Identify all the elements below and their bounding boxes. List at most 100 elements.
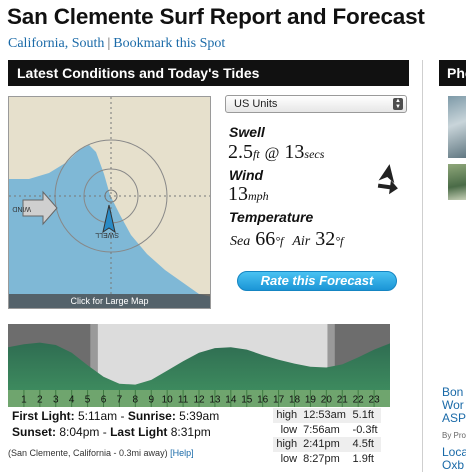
bookmark-link[interactable]: Bookmark this Spot xyxy=(113,36,226,51)
wind-value: 13mph xyxy=(228,183,269,206)
tide-row: low 7:56am -0.3ft xyxy=(273,423,381,438)
tide-height: 5.1ft xyxy=(349,408,381,423)
map-label-swell: SWELL xyxy=(95,231,119,238)
conditions-header: Latest Conditions and Today's Tides xyxy=(8,60,409,86)
units-select[interactable]: US Units ▲ ▼ xyxy=(225,95,407,113)
swell-value: 2.5ft @ 13secs xyxy=(228,141,324,164)
tide-time: 8:27pm xyxy=(303,452,340,465)
sunset-time: 8:04pm xyxy=(59,425,100,439)
sunset-line: Sunset: 8:04pm - Last Light 8:31pm xyxy=(12,425,211,439)
temperature-values: Sea 66°f Air 32°f xyxy=(230,228,343,251)
hour-label: 23 xyxy=(369,395,381,406)
tide-type: low xyxy=(280,452,298,465)
swell-period-unit: secs xyxy=(304,147,325,161)
rate-forecast-button[interactable]: Rate this Forecast xyxy=(237,271,397,291)
wind-direction-icon xyxy=(377,180,398,195)
photo-thumbnail[interactable] xyxy=(448,96,466,158)
region-link[interactable]: California, South xyxy=(8,36,105,51)
sea-temp: 66 xyxy=(255,228,276,250)
sunset-label: Sunset: xyxy=(12,425,57,439)
tide-location-text: (San Clemente, California - 0.3mi away) xyxy=(8,448,168,458)
wind-unit: mph xyxy=(248,189,269,203)
hour-label: 9 xyxy=(148,395,154,406)
breadcrumb-separator: | xyxy=(107,36,111,51)
tide-type: high xyxy=(273,437,301,452)
hour-label: 3 xyxy=(53,395,59,406)
twilight-band xyxy=(327,324,335,390)
tide-row: low 8:27pm 1.9ft xyxy=(273,452,381,467)
hour-label: 2 xyxy=(37,395,43,406)
hour-label: 5 xyxy=(85,395,91,406)
sidebar-news-link[interactable]: Loca Oxb xyxy=(442,446,466,472)
hour-label: 7 xyxy=(117,395,123,406)
breadcrumb: California, South | Bookmark this Spot xyxy=(8,36,225,52)
sidebar-link-line: Bon xyxy=(442,385,464,399)
wind-speed: 13 xyxy=(228,183,248,205)
sidebar-news-link[interactable]: Bon Wor ASP xyxy=(442,386,466,425)
wind-label: Wind xyxy=(229,167,264,183)
tide-table: high 12:53am 5.1ft low 7:56am -0.3ft high 2:41p… xyxy=(273,408,381,466)
twilight-band xyxy=(90,324,98,390)
air-temp: 32 xyxy=(315,228,336,250)
temperature-label: Temperature xyxy=(229,209,314,225)
sunrise-time: 5:39am xyxy=(179,409,220,423)
tide-time: 7:56am xyxy=(303,423,340,436)
sidebar-byline: By Pro xyxy=(442,431,466,440)
sidebar-link-line: ASP xyxy=(442,411,466,425)
hour-label: 1 xyxy=(21,395,27,406)
hour-label: 19 xyxy=(305,395,317,406)
photo-thumbnail[interactable] xyxy=(448,164,466,200)
air-label: Air xyxy=(292,234,311,249)
last-light-time: 8:31pm xyxy=(170,425,211,439)
first-light-line: First Light: 5:11am - Sunrise: 5:39am xyxy=(12,409,219,423)
units-select-value: US Units xyxy=(234,98,278,110)
hour-label: 4 xyxy=(69,395,75,406)
air-temp-unit: °f xyxy=(335,234,344,248)
map-graphic: WIND SWELL xyxy=(9,97,210,308)
sunrise-label: Sunrise: xyxy=(127,409,176,423)
wind-arrow-icon xyxy=(22,190,58,226)
sea-temp-unit: °f xyxy=(275,234,284,248)
tide-height: 1.9ft xyxy=(352,452,374,465)
page-title: San Clemente Surf Report and Forecast xyxy=(7,4,425,29)
first-light-label: First Light: xyxy=(12,409,75,423)
hour-label: 15 xyxy=(241,395,253,406)
select-arrows-icon: ▲ ▼ xyxy=(393,98,403,110)
tide-row: high 12:53am 5.1ft xyxy=(273,408,381,423)
map-label-wind: WIND xyxy=(12,205,31,212)
hour-label: 10 xyxy=(162,395,174,406)
tide-time: 12:53am xyxy=(300,408,350,423)
light-separator: - xyxy=(117,409,128,423)
swell-direction-icon xyxy=(378,164,395,184)
sea-label: Sea xyxy=(230,234,251,249)
sidebar-link-line: Oxb xyxy=(442,458,465,472)
tide-type: low xyxy=(280,423,298,436)
hour-label: 14 xyxy=(225,395,237,406)
hour-label: 16 xyxy=(257,395,269,406)
tide-time: 2:41pm xyxy=(300,437,350,452)
swell-height-unit: ft xyxy=(253,147,260,161)
swell-arrow-icon xyxy=(102,204,116,234)
tide-water-area xyxy=(8,342,390,390)
tide-chart: 1 2 3 4 5 6 7 8 9 10 11 12 13 14 15 16 17 18 19 20 21 22 23 xyxy=(8,324,390,407)
swell-at: @ xyxy=(264,145,280,162)
light-separator: - xyxy=(99,425,111,439)
swell-height: 2.5 xyxy=(228,141,253,163)
photos-header: Pho xyxy=(439,60,466,86)
hour-label: 8 xyxy=(133,395,139,406)
first-light-time: 5:11am xyxy=(78,409,118,423)
hour-label: 13 xyxy=(209,395,221,406)
sidebar-link-line: Loca xyxy=(442,445,466,459)
hour-label: 12 xyxy=(193,395,205,406)
hour-label: 6 xyxy=(101,395,107,406)
hour-label: 21 xyxy=(337,395,349,406)
column-divider xyxy=(422,60,423,472)
tide-type: high xyxy=(273,408,301,423)
map-caption[interactable]: Click for Large Map xyxy=(9,294,210,308)
hour-label: 17 xyxy=(273,395,285,406)
sidebar-link-line: Wor xyxy=(442,398,464,412)
tide-row: high 2:41pm 4.5ft xyxy=(273,437,381,452)
spot-map[interactable]: WIND SWELL Click for Large Map xyxy=(8,96,211,309)
tide-location-note: (San Clemente, California - 0.3mi away) … xyxy=(8,448,194,458)
help-link[interactable]: [Help] xyxy=(170,448,194,458)
